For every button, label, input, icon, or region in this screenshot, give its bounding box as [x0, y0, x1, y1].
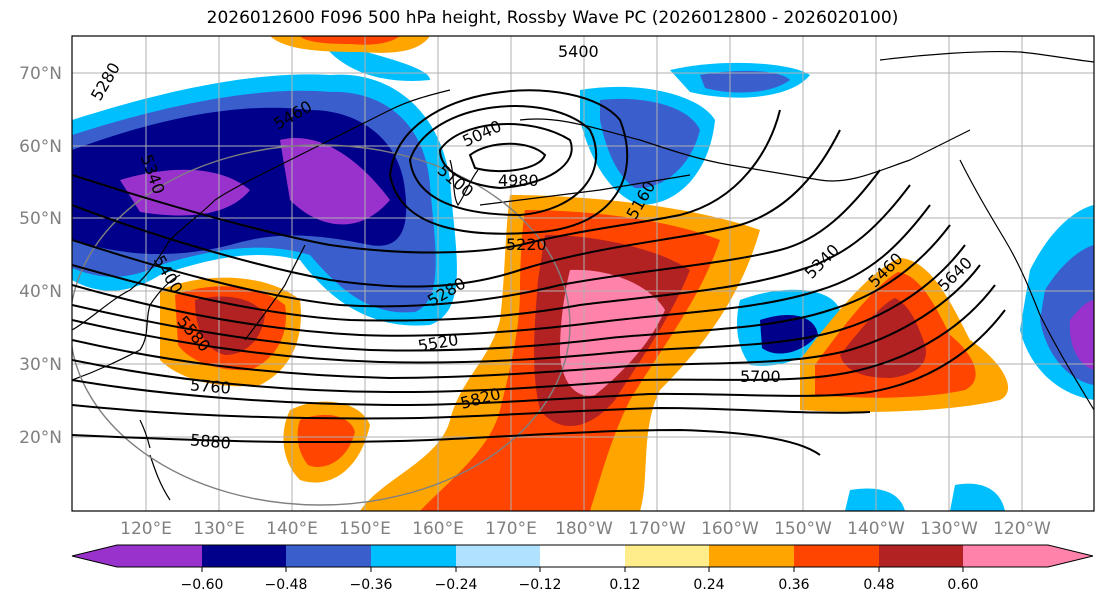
- colorbar-tick-label: 0.60: [947, 577, 978, 593]
- colorbar-tick-label: −0.60: [181, 577, 224, 593]
- contour-5640: [72, 264, 981, 380]
- coast-canada-n: [879, 50, 1094, 63]
- lat-label: 70°N: [19, 64, 62, 84]
- colorbar-segment-6: [540, 545, 625, 567]
- coast-kamchatka: [449, 159, 479, 207]
- colorbar-segment-0: [72, 545, 117, 567]
- shade-south-red: [297, 414, 355, 467]
- colorbar-tick-label: −0.12: [519, 577, 562, 593]
- lon-label: 140°W: [847, 519, 905, 539]
- contour-5340: [72, 169, 881, 308]
- shade-japan-firebrick: [195, 296, 265, 355]
- contour-label: 5700: [740, 367, 781, 386]
- colorbar-tick-label: −0.48: [265, 577, 308, 593]
- lon-label: 120°E: [120, 519, 172, 539]
- coast-alaska: [519, 118, 971, 182]
- colorbar-segment-9: [794, 545, 879, 567]
- shade-west-purple-2: [280, 138, 390, 225]
- contour-5760: [72, 309, 1006, 407]
- lon-label: 170°E: [485, 519, 537, 539]
- colorbar-segment-2: [202, 545, 286, 567]
- contour-5700: [72, 284, 996, 394]
- contour-5580: [72, 244, 966, 364]
- contour-4980: [468, 142, 547, 173]
- contour-5280: [72, 129, 841, 288]
- contour-label: 5400: [558, 42, 599, 61]
- colorbar-segment-4: [371, 545, 456, 567]
- contour-5220: [72, 109, 781, 254]
- lon-label: 130°W: [920, 519, 978, 539]
- colorbar: −0.60 −0.48 −0.36 −0.24 −0.12 0.12 0.24 …: [71, 544, 1094, 593]
- map-border: [71, 35, 1095, 512]
- shade-top-red: [300, 36, 400, 45]
- colorbar-segment-7: [625, 545, 709, 567]
- colorbar-segment-12: [1048, 545, 1093, 567]
- lon-label: 140°E: [266, 519, 318, 539]
- coast-taiwan: [139, 419, 151, 449]
- contour-label: 5760: [189, 375, 231, 397]
- lat-label: 20°N: [19, 428, 62, 448]
- latitude-axis: 70°N 60°N 50°N 40°N 30°N 20°N: [19, 64, 62, 448]
- colorbar-tick-label: 0.36: [778, 577, 809, 593]
- shade-sw-sky: [845, 488, 905, 511]
- contour-label: 5220: [506, 235, 547, 254]
- lat-label: 40°N: [19, 282, 62, 302]
- lat-label: 50°N: [19, 209, 62, 229]
- shade-arctic-royal: [700, 70, 790, 93]
- longitude-axis: 120°E 130°E 140°E 150°E 160°E 170°E 180°…: [120, 519, 1051, 539]
- contour-5880: [72, 428, 821, 456]
- map-title: 2026012600 F096 500 hPa height, Rossby W…: [206, 8, 899, 28]
- colorbar-tick-label: 0.12: [609, 577, 640, 593]
- contour-5400: [72, 184, 911, 322]
- shade-se-sky: [950, 483, 1005, 511]
- contour-5040: [438, 123, 573, 190]
- colorbar-tick-label: 0.48: [863, 577, 894, 593]
- coastlines: [72, 50, 1094, 501]
- contour-label: 5880: [189, 430, 231, 452]
- contour-5460: [72, 204, 931, 337]
- lon-label: 150°W: [774, 519, 832, 539]
- colorbar-segment-8: [709, 545, 794, 567]
- coast-philippines: [149, 454, 171, 501]
- colorbar-outline: [71, 544, 1094, 568]
- contour-5160: [388, 89, 629, 235]
- contour-5820: [72, 404, 871, 420]
- contour-5520: [72, 224, 951, 352]
- colorbar-segment-10: [879, 545, 963, 567]
- coast-aleutians: [479, 174, 691, 206]
- height-contours: [72, 89, 1006, 456]
- colorbar-tick-label: −0.24: [435, 577, 478, 593]
- lon-label: 120°W: [993, 519, 1051, 539]
- lon-label: 180°W: [555, 519, 613, 539]
- colorbar-segment-1: [117, 545, 202, 567]
- lon-label: 150°E: [339, 519, 391, 539]
- lon-label: 130°E: [193, 519, 245, 539]
- shade-east-purple: [1069, 300, 1094, 370]
- contour-label: 4980: [498, 171, 539, 190]
- lat-label: 60°N: [19, 137, 62, 157]
- colorbar-segment-5: [456, 545, 540, 567]
- colorbar-tick-label: −0.36: [350, 577, 393, 593]
- coast-namerica: [959, 159, 1094, 411]
- lat-label: 30°N: [19, 355, 62, 375]
- shade-west-purple: [120, 169, 250, 216]
- coast-japan: [244, 244, 306, 341]
- coast-asia: [72, 89, 451, 331]
- lon-label: 170°W: [628, 519, 686, 539]
- contour-5100: [408, 105, 598, 217]
- colorbar-tick-label: 0.24: [693, 577, 724, 593]
- lon-label: 160°W: [701, 519, 759, 539]
- colorbar-segment-3: [286, 545, 371, 567]
- lon-label: 160°E: [412, 519, 464, 539]
- colorbar-segment-11: [963, 545, 1048, 567]
